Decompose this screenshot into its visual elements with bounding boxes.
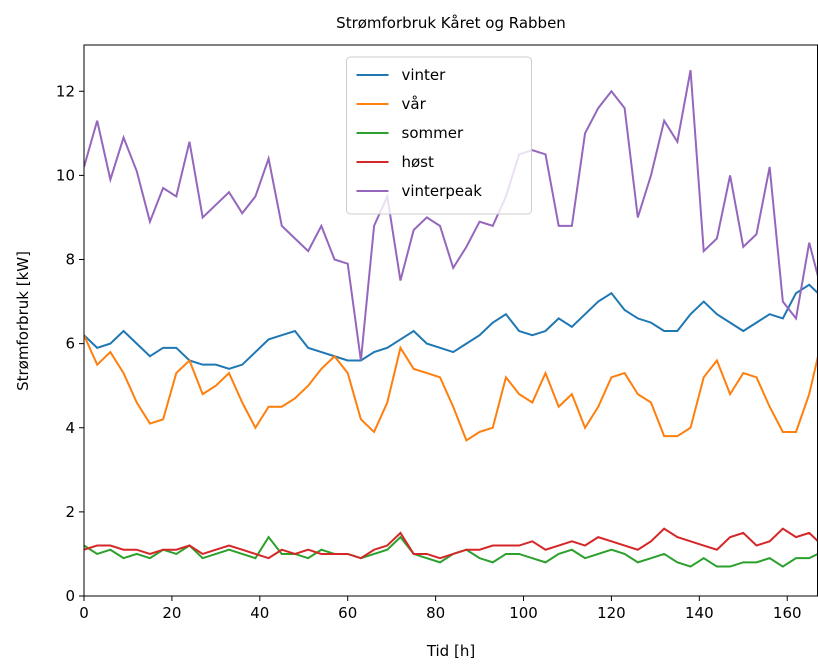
y-tick-label: 8: [65, 251, 75, 269]
series-line: [84, 70, 818, 361]
legend-box: [346, 56, 532, 215]
x-tick-label: 100: [509, 604, 538, 622]
y-tick-label: 2: [65, 503, 75, 521]
y-tick-label: 12: [56, 82, 75, 100]
legend-label: vinter: [402, 66, 447, 84]
series-line: [84, 527, 818, 560]
y-axis-label: Strømforbruk [kW]: [14, 251, 32, 391]
x-tick-label: 40: [250, 604, 269, 622]
x-tick-label: 0: [79, 604, 89, 622]
series-line: [84, 535, 818, 568]
x-tick-label: 120: [597, 604, 626, 622]
y-tick-label: 10: [56, 166, 75, 184]
series-line: [84, 334, 818, 442]
x-tick-label: 60: [338, 604, 357, 622]
legend-label: høst: [402, 153, 434, 171]
legend-label: sommer: [402, 124, 464, 142]
chart-title: Strømforbruk Kåret og Rabben: [336, 14, 566, 32]
x-tick-label: 80: [426, 604, 445, 622]
legend-label: vår: [402, 95, 427, 113]
y-tick-label: 4: [65, 419, 75, 437]
x-tick-label: 160: [773, 604, 802, 622]
y-tick-label: 6: [65, 335, 75, 353]
x-tick-label: 20: [162, 604, 181, 622]
x-axis-label: Tid [h]: [426, 642, 475, 660]
legend-label: vinterpeak: [402, 182, 483, 200]
series-line: [84, 283, 818, 370]
x-tick-label: 140: [685, 604, 714, 622]
y-tick-label: 0: [65, 587, 75, 605]
legend: vinter vår sommer høst vinterpeak: [346, 56, 532, 215]
